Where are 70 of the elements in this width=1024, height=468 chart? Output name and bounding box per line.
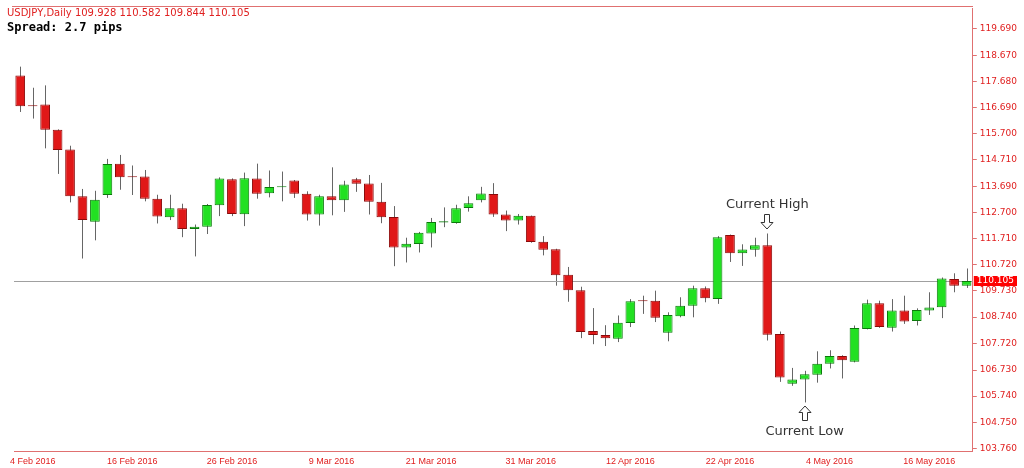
candlestick [874,300,885,329]
x-tick-label: 12 Apr 2016 [606,456,655,467]
candlestick [799,370,810,403]
candlestick [750,237,760,258]
candlestick [264,170,275,198]
candlestick [824,349,835,369]
y-tick-label: 109.730 [979,285,1018,296]
y-tick-label: 110.720 [979,259,1018,270]
x-tick-label: 31 Mar 2016 [505,456,557,467]
candlestick [426,217,436,248]
y-tick-label: 105.740 [979,390,1018,401]
candlestick [949,272,959,293]
annotation: USDJPY,Daily 109.928 110.582 109.844 110.105 [7,7,250,18]
ref-line-label: 110.105 [976,275,1014,286]
y-tick-label: 106.730 [979,364,1018,375]
candlestick [550,248,561,287]
annotation: Current Low [765,423,844,439]
candlestick [650,290,661,323]
candlestick [625,298,636,328]
candlestick [588,307,598,345]
x-tick-label: 21 Mar 2016 [405,456,457,467]
x-tick-label: 26 Feb 2016 [206,456,258,467]
candlestick [812,350,822,384]
annotation: Spread: 2.7 pips [7,20,123,34]
candlestick [376,182,387,224]
candlestick [688,285,697,318]
candlestick [886,298,897,333]
candlestick [152,194,163,224]
candlestick [675,296,686,318]
candlestick [413,231,424,253]
candlestick [301,190,312,222]
y-tick-label: 117.680 [979,75,1018,86]
candlestick [837,354,847,379]
x-tick-label: 16 May 2016 [903,456,956,467]
candlestick [326,166,337,216]
y-tick-label: 116.690 [979,101,1018,112]
candlestick [40,84,50,149]
y-tick-label: 107.720 [979,338,1018,349]
y-tick-label: 115.700 [979,127,1018,138]
candlestick [114,154,125,191]
x-tick-label: 4 Feb 2016 [9,456,56,467]
candlestick [725,234,735,263]
candlestick [364,174,374,216]
candlestick [488,182,499,218]
y-tick-label: 114.710 [979,154,1018,165]
candlestick [500,210,511,232]
y-tick-label: 112.700 [979,207,1018,218]
x-tick-label: 9 Mar 2016 [308,456,355,467]
candlestick [139,169,150,202]
x-tick-label: 16 Feb 2016 [107,456,158,467]
candlestick [563,266,573,303]
candlestick [90,190,100,241]
y-tick-label: 113.690 [979,180,1018,191]
y-tick-label: 104.750 [979,416,1018,427]
x-tick-label: 4 May 2016 [806,456,854,467]
y-tick-label: 119.690 [979,22,1018,33]
y-tick-label: 103.760 [979,442,1018,453]
y-tick-label: 111.710 [979,233,1018,244]
x-tick-label: 22 Apr 2016 [705,456,755,467]
y-tick-label: 118.670 [979,49,1018,60]
y-tick-label: 108.740 [979,311,1018,322]
candlestick [662,311,673,342]
candlestick [77,188,88,260]
candlestick [862,299,872,330]
candlestick [202,203,212,235]
candlestick [538,235,549,256]
annotation: Current High [725,196,809,212]
candlestick [164,194,175,221]
candlestick [899,295,910,325]
candlestick [177,203,187,238]
